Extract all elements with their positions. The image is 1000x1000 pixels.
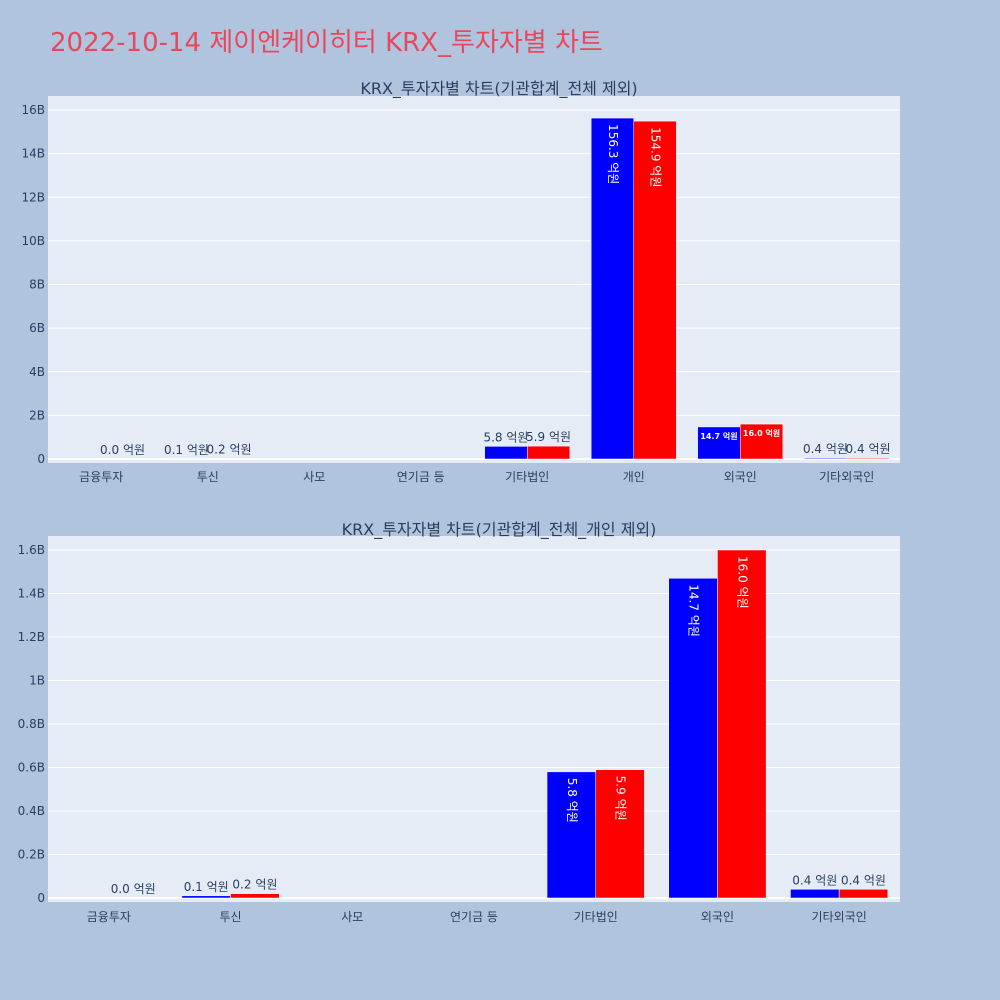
y-tick-label: 0.6B (18, 761, 45, 775)
bar-chart-krx-investors-excl-individual: KRX_투자자별 차트(기관합계_전체_개인 제외) 0 0.2B 0.4B 0.6B 0… (18, 520, 900, 924)
x-tick-label: 기타외국인 (812, 910, 867, 924)
bar-data-label: 16.0 억원 (735, 556, 749, 609)
x-tick-label: 투신 (220, 910, 242, 924)
y-tick-label: 14B (21, 147, 45, 161)
bar (181, 895, 231, 899)
page-title: 2022-10-14 제이엔케이히터 KRX_투자자별 차트 (50, 28, 603, 58)
x-tick-label: 기타법인 (574, 910, 618, 924)
bar-data-label: 0.0 억원 (111, 882, 156, 896)
bar (740, 423, 784, 460)
bar-data-label: 16.0 억원 (743, 428, 780, 438)
x-tick-label: 연기금 등 (397, 470, 445, 484)
bar (803, 457, 848, 460)
y-tick-label: 1.2B (18, 630, 45, 644)
bar-data-label: 14.7 억원 (700, 431, 737, 441)
y-tick-label: 0.4B (18, 804, 45, 818)
y-tick-label: 0.8B (18, 717, 45, 731)
bar (668, 578, 718, 899)
bar (527, 445, 571, 460)
chart-subtitle: KRX_투자자별 차트(기관합계_전체 제외) (360, 79, 637, 99)
y-tick-label: 2B (29, 408, 45, 422)
bar (595, 769, 645, 899)
bar-data-label: 0.4 억원 (841, 873, 886, 887)
bar-data-label: 5.9 억원 (526, 430, 571, 444)
x-tick-label: 기타법인 (505, 470, 549, 484)
y-tick-label: 10B (21, 234, 45, 248)
bar-data-label: 0.4 억원 (803, 442, 848, 456)
bar (846, 457, 890, 460)
bar (838, 889, 889, 899)
bar-data-label: 0.1 억원 (164, 443, 209, 457)
bar-data-label: 0.0 억원 (100, 443, 145, 457)
x-tick-label: 투신 (197, 470, 219, 484)
x-tick-label: 금융투자 (87, 910, 131, 924)
bar (484, 446, 528, 460)
y-tick-label: 1.4B (18, 587, 45, 601)
bar-data-label: 0.1 억원 (184, 880, 229, 894)
x-tick-label: 사모 (303, 470, 325, 484)
bar-data-label: 154.9 억원 (649, 127, 663, 187)
bar-data-label: 5.8 억원 (483, 430, 528, 444)
bar (230, 893, 280, 899)
bar-data-label: 156.3 억원 (606, 124, 620, 184)
bar-data-label: 14.7 억원 (687, 584, 701, 637)
bar (697, 426, 741, 460)
bar-data-label: 0.2 억원 (232, 878, 277, 892)
y-tick-label: 1B (29, 674, 45, 688)
plot-area (48, 536, 900, 902)
y-tick-label: 0.2B (18, 848, 45, 862)
bar-chart-krx-investors: KRX_투자자별 차트(기관합계_전체 제외) 0 2B 4B 6B 8B 10B 12B 14… (21, 79, 900, 484)
chart-subtitle: KRX_투자자별 차트(기관합계_전체_개인 제외) (342, 520, 657, 540)
x-tick-label: 외국인 (701, 910, 734, 924)
x-tick-label: 연기금 등 (450, 910, 498, 924)
x-tick-label: 외국인 (724, 470, 757, 484)
bar-data-label: 5.8 억원 (565, 778, 579, 823)
y-tick-label: 8B (29, 278, 45, 292)
y-tick-label: 1.6B (18, 543, 45, 557)
y-tick-label: 0 (37, 452, 45, 466)
bar-data-label: 0.4 억원 (792, 873, 837, 887)
bar (633, 120, 677, 460)
bar-data-label: 0.2 억원 (207, 443, 252, 457)
plot-area (48, 96, 900, 463)
y-tick-label: 6B (29, 321, 45, 335)
bar (717, 549, 767, 899)
bar-data-label: 0.4 억원 (846, 442, 891, 456)
x-tick-label: 개인 (623, 470, 645, 484)
x-tick-label: 사모 (341, 910, 363, 924)
bar-data-label: 5.9 억원 (614, 776, 628, 821)
y-tick-label: 16B (21, 103, 45, 117)
x-tick-label: 기타외국인 (819, 470, 874, 484)
y-tick-label: 12B (21, 190, 45, 204)
bar (790, 889, 840, 899)
x-tick-label: 금융투자 (79, 470, 123, 484)
y-tick-label: 0 (37, 891, 45, 905)
y-tick-label: 4B (29, 365, 45, 379)
